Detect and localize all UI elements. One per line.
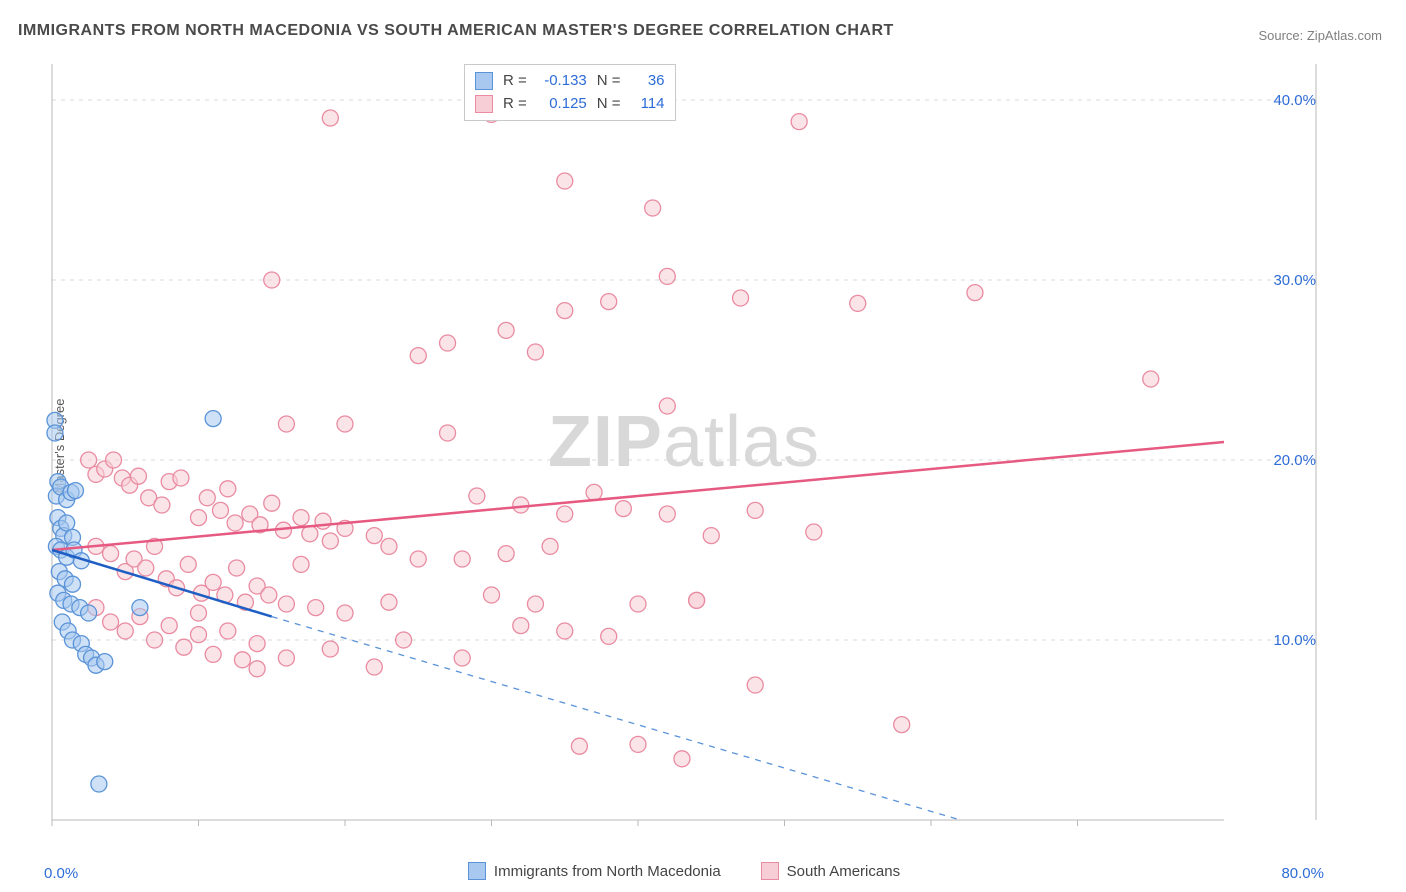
- swatch-pink: [761, 862, 779, 880]
- stats-row-pink: R = 0.125 N = 114: [475, 92, 665, 115]
- bottom-legend: Immigrants from North Macedonia South Am…: [44, 862, 1324, 880]
- n-value-blue: 36: [631, 69, 665, 92]
- x-labels-area: 0.0% 80.0% Immigrants from North Macedon…: [44, 854, 1324, 882]
- svg-text:40.0%: 40.0%: [1273, 92, 1316, 109]
- r-value-pink: 0.125: [537, 92, 587, 115]
- swatch-pink: [475, 95, 493, 113]
- n-label: N =: [597, 92, 621, 115]
- legend-label-pink: South Americans: [787, 863, 900, 880]
- r-label: R =: [503, 92, 527, 115]
- source-text: Source: ZipAtlas.com: [1258, 28, 1382, 43]
- stats-row-blue: R = -0.133 N = 36: [475, 69, 665, 92]
- swatch-blue: [468, 862, 486, 880]
- n-label: N =: [597, 69, 621, 92]
- stats-legend-box: R = -0.133 N = 36 R = 0.125 N = 114: [464, 64, 676, 121]
- chart-title: IMMIGRANTS FROM NORTH MACEDONIA VS SOUTH…: [18, 22, 894, 40]
- r-label: R =: [503, 69, 527, 92]
- svg-text:30.0%: 30.0%: [1273, 272, 1316, 289]
- legend-item-pink: South Americans: [761, 862, 900, 880]
- scatter-chart-svg: 10.0% 20.0% 30.0% 40.0%: [44, 60, 1324, 840]
- plot-area: ZIPatlas 10.0%20.0%30.0%40.0% R = -0.133…: [44, 60, 1324, 840]
- legend-item-blue: Immigrants from North Macedonia: [468, 862, 721, 880]
- svg-text:20.0%: 20.0%: [1273, 452, 1316, 469]
- n-value-pink: 114: [631, 92, 665, 115]
- legend-label-blue: Immigrants from North Macedonia: [494, 863, 721, 880]
- svg-text:10.0%: 10.0%: [1273, 632, 1316, 649]
- r-value-blue: -0.133: [537, 69, 587, 92]
- swatch-blue: [475, 72, 493, 90]
